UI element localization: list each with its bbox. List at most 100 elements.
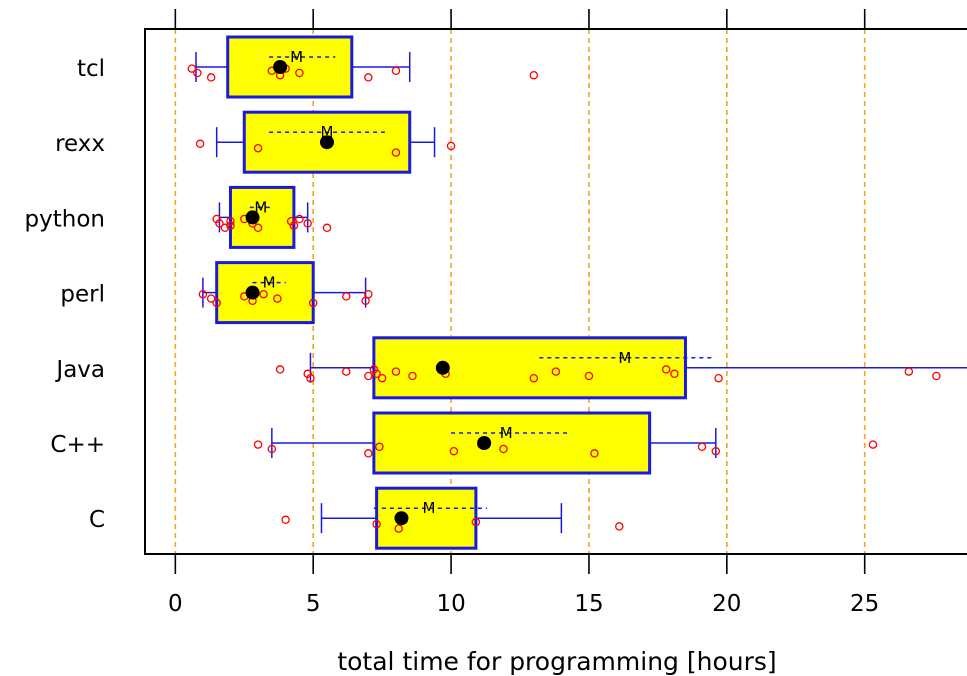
data-point [551, 367, 561, 376]
data-point [449, 446, 459, 456]
data-point [206, 73, 216, 82]
box [372, 411, 652, 475]
box-group-python: M [212, 185, 332, 249]
data-point [253, 143, 263, 153]
box [372, 336, 687, 400]
box-group-rexx: M [195, 110, 456, 174]
data-point [391, 367, 401, 376]
data-point [375, 442, 384, 452]
data-point [697, 442, 707, 452]
data-point [308, 298, 318, 308]
x-tick-label: 5 [306, 591, 321, 617]
data-point [529, 373, 539, 383]
x-tick-label: 15 [574, 591, 603, 617]
data-point [590, 449, 599, 458]
data-point [253, 440, 263, 449]
median-dot [319, 135, 334, 150]
box [228, 185, 296, 249]
data-point [471, 517, 481, 527]
data-point [303, 369, 312, 379]
x-tick-label: 20 [712, 591, 741, 617]
data-point [215, 219, 224, 228]
category-label-python: python [25, 206, 105, 232]
mean-marker-label: M [500, 424, 513, 442]
category-label-C++: C++ [50, 432, 105, 458]
data-point [295, 68, 304, 78]
data-point [303, 219, 312, 228]
box [375, 486, 478, 550]
data-point [529, 70, 539, 80]
median-dot [273, 60, 288, 74]
data-point [206, 294, 216, 303]
category-labels: tcl rexx python perl Java C++ C [25, 56, 105, 533]
mean-marker-label: M [290, 48, 303, 66]
box [215, 261, 315, 325]
data-point [615, 522, 624, 531]
data-point [369, 365, 379, 374]
data-point [212, 214, 221, 224]
data-point [226, 216, 235, 226]
data-point [661, 365, 671, 374]
data-point [391, 148, 401, 157]
box-group-perl: M [198, 261, 373, 325]
data-point [273, 294, 282, 303]
data-point [499, 444, 508, 454]
box-group-Java: M [275, 336, 967, 400]
data-point [372, 519, 381, 529]
category-label-tcl: tcl [77, 56, 105, 82]
category-label-Java: Java [54, 357, 105, 383]
data-point [253, 223, 263, 233]
mean-marker-label: M [618, 349, 631, 367]
median-dot [245, 210, 260, 225]
data-point [342, 292, 351, 301]
mean-marker-label: M [423, 499, 436, 517]
mean-marker-label: M [254, 198, 267, 216]
data-point [226, 221, 235, 230]
data-point [364, 449, 373, 458]
data-point [198, 289, 208, 299]
x-tick-label: 10 [436, 591, 465, 617]
data-point [193, 68, 202, 78]
data-point [212, 298, 221, 308]
data-point [711, 446, 721, 456]
data-point [391, 66, 401, 76]
data-point [286, 216, 296, 226]
data-point [195, 139, 205, 149]
data-point [306, 373, 315, 383]
mean-marker-label: M [263, 274, 276, 292]
median-dot [435, 360, 450, 375]
data-point [220, 223, 230, 233]
data-point [275, 365, 285, 374]
box-groups: M M M M M M M [187, 35, 967, 550]
data-point [670, 369, 679, 379]
box-group-C: M [281, 486, 624, 550]
category-label-rexx: rexx [55, 131, 105, 157]
plot-frame [144, 28, 967, 555]
median-dot [477, 436, 492, 450]
data-point [904, 367, 914, 376]
category-label-C: C [89, 507, 105, 533]
data-point [714, 373, 723, 383]
data-point [259, 289, 268, 299]
data-point [364, 73, 373, 82]
category-label-perl: perl [60, 282, 105, 308]
box [226, 35, 354, 99]
data-point [187, 64, 197, 73]
data-point [281, 515, 290, 525]
x-axis-ticks: 0 5 10 15 20 25 [168, 9, 879, 617]
median-dot [245, 285, 260, 300]
data-point [446, 141, 456, 151]
median-dot [394, 511, 409, 526]
data-point [584, 371, 594, 381]
data-point [377, 373, 387, 383]
data-point [364, 289, 373, 299]
data-point [289, 221, 299, 230]
data-point [342, 367, 351, 376]
x-axis-title: total time for programming [hours] [337, 647, 776, 676]
box-group-tcl: M [187, 35, 539, 99]
data-point [295, 214, 304, 224]
data-point [267, 444, 277, 454]
data-point [868, 440, 878, 449]
data-point [408, 371, 417, 381]
